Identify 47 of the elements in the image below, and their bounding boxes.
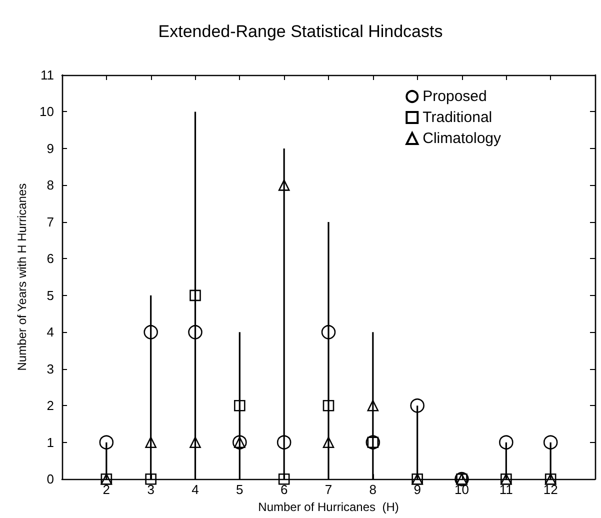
point: [321, 325, 336, 340]
x-tick-label: 6: [280, 482, 288, 498]
x-tick-label: 8: [369, 482, 377, 498]
point: [144, 325, 158, 340]
legend-label: Climatology: [422, 130, 502, 147]
y-tick-label: 6: [46, 251, 54, 266]
point: [145, 436, 156, 448]
y-tick-label: 1: [46, 434, 54, 450]
point: [499, 435, 514, 450]
y-axis-title: Number of Years with H Hurricanes: [15, 183, 29, 371]
x-tick-label: 12: [543, 482, 558, 498]
y-tick-label: 8: [46, 178, 54, 193]
y-tick-label: 9: [46, 140, 54, 156]
point: [410, 398, 424, 413]
x-tick-label: 5: [236, 482, 244, 498]
point: [276, 435, 292, 450]
y-tick-label: 11: [40, 68, 54, 82]
y-tick-label: 5: [46, 288, 54, 303]
y-tick-label: 10: [40, 104, 54, 120]
legend-label: Traditional: [422, 109, 492, 126]
point: [543, 435, 558, 450]
x-tick-label: 7: [324, 482, 332, 498]
point: [145, 473, 156, 485]
x-tick-label: 4: [192, 482, 199, 498]
y-tick-label: 4: [46, 324, 54, 340]
point: [99, 435, 114, 450]
point: [278, 473, 290, 485]
point: [190, 436, 201, 448]
point: [367, 400, 379, 412]
legend-label: Proposed: [422, 88, 487, 105]
x-tick-label: 11: [499, 482, 513, 498]
x-tick-label: 9: [414, 482, 421, 498]
y-tick-label: 7: [46, 214, 54, 230]
point: [322, 400, 334, 412]
x-axis-title: Number of Hurricanes (H): [258, 500, 399, 514]
point: [188, 325, 202, 340]
x-tick-label: 2: [102, 482, 110, 498]
y-tick-label: 2: [46, 398, 54, 414]
y-tick-label: 0: [46, 472, 54, 487]
point: [322, 436, 334, 448]
x-tick-label: 3: [147, 482, 154, 498]
point: [278, 180, 290, 191]
chart-title: Extended-Range Statistical Hindcasts: [158, 22, 443, 41]
x-tick-label: 10: [454, 482, 469, 498]
point: [234, 400, 246, 412]
point: [190, 290, 201, 302]
y-tick-label: 3: [46, 361, 54, 376]
